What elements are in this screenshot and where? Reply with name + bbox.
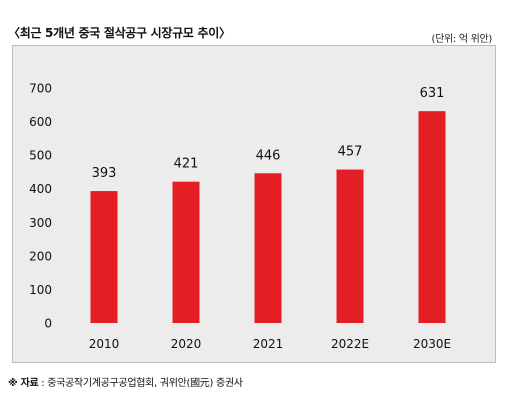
y-tick-label-600: 600 [29,115,52,129]
value-labels: 393 421 446 457 631 [92,86,445,181]
y-tick-label-400: 400 [29,182,52,196]
bar-2010 [90,191,118,323]
value-label-2021: 446 [256,148,281,163]
x-tick-label-2030E: 2030E [413,337,451,351]
source-label: ※ 자료 [8,378,39,389]
bar-2022E [336,169,364,323]
value-label-2020: 421 [174,157,199,172]
value-label-2010: 393 [92,166,117,181]
y-tick-label-300: 300 [29,216,52,230]
x-tick-label-2010: 2010 [89,337,120,351]
source-note: ※ 자료 : 중국공작기계공구공업협회, 궈위안(國元) 증권사 [8,374,243,389]
y-axis-ticks: 0 100 200 300 400 500 600 700 [29,82,52,331]
source-text: : 중국공작기계공구공업협회, 궈위안(國元) 증권사 [38,378,243,389]
y-tick-label-700: 700 [29,82,52,96]
bar-2021 [254,173,282,323]
value-label-2030E: 631 [420,86,445,101]
x-tick-label-2020: 2020 [171,337,202,351]
x-axis-ticks: 2010 2020 2021 2022E 2030E [89,337,451,351]
value-label-2022E: 457 [338,145,363,160]
y-tick-label-500: 500 [29,149,52,163]
y-tick-label-0: 0 [44,317,52,331]
bar-2030E [418,111,446,324]
chart-title: 〈최근 5개년 중국 절삭공구 시장규모 추이〉 [8,26,231,40]
bar-2020 [172,181,200,323]
x-tick-label-2021: 2021 [253,337,284,351]
x-tick-label-2022E: 2022E [331,337,369,351]
y-tick-label-200: 200 [29,249,52,263]
bars [90,111,446,324]
unit-label: (단위: 억 위안) [431,34,492,45]
y-tick-label-100: 100 [29,283,52,297]
